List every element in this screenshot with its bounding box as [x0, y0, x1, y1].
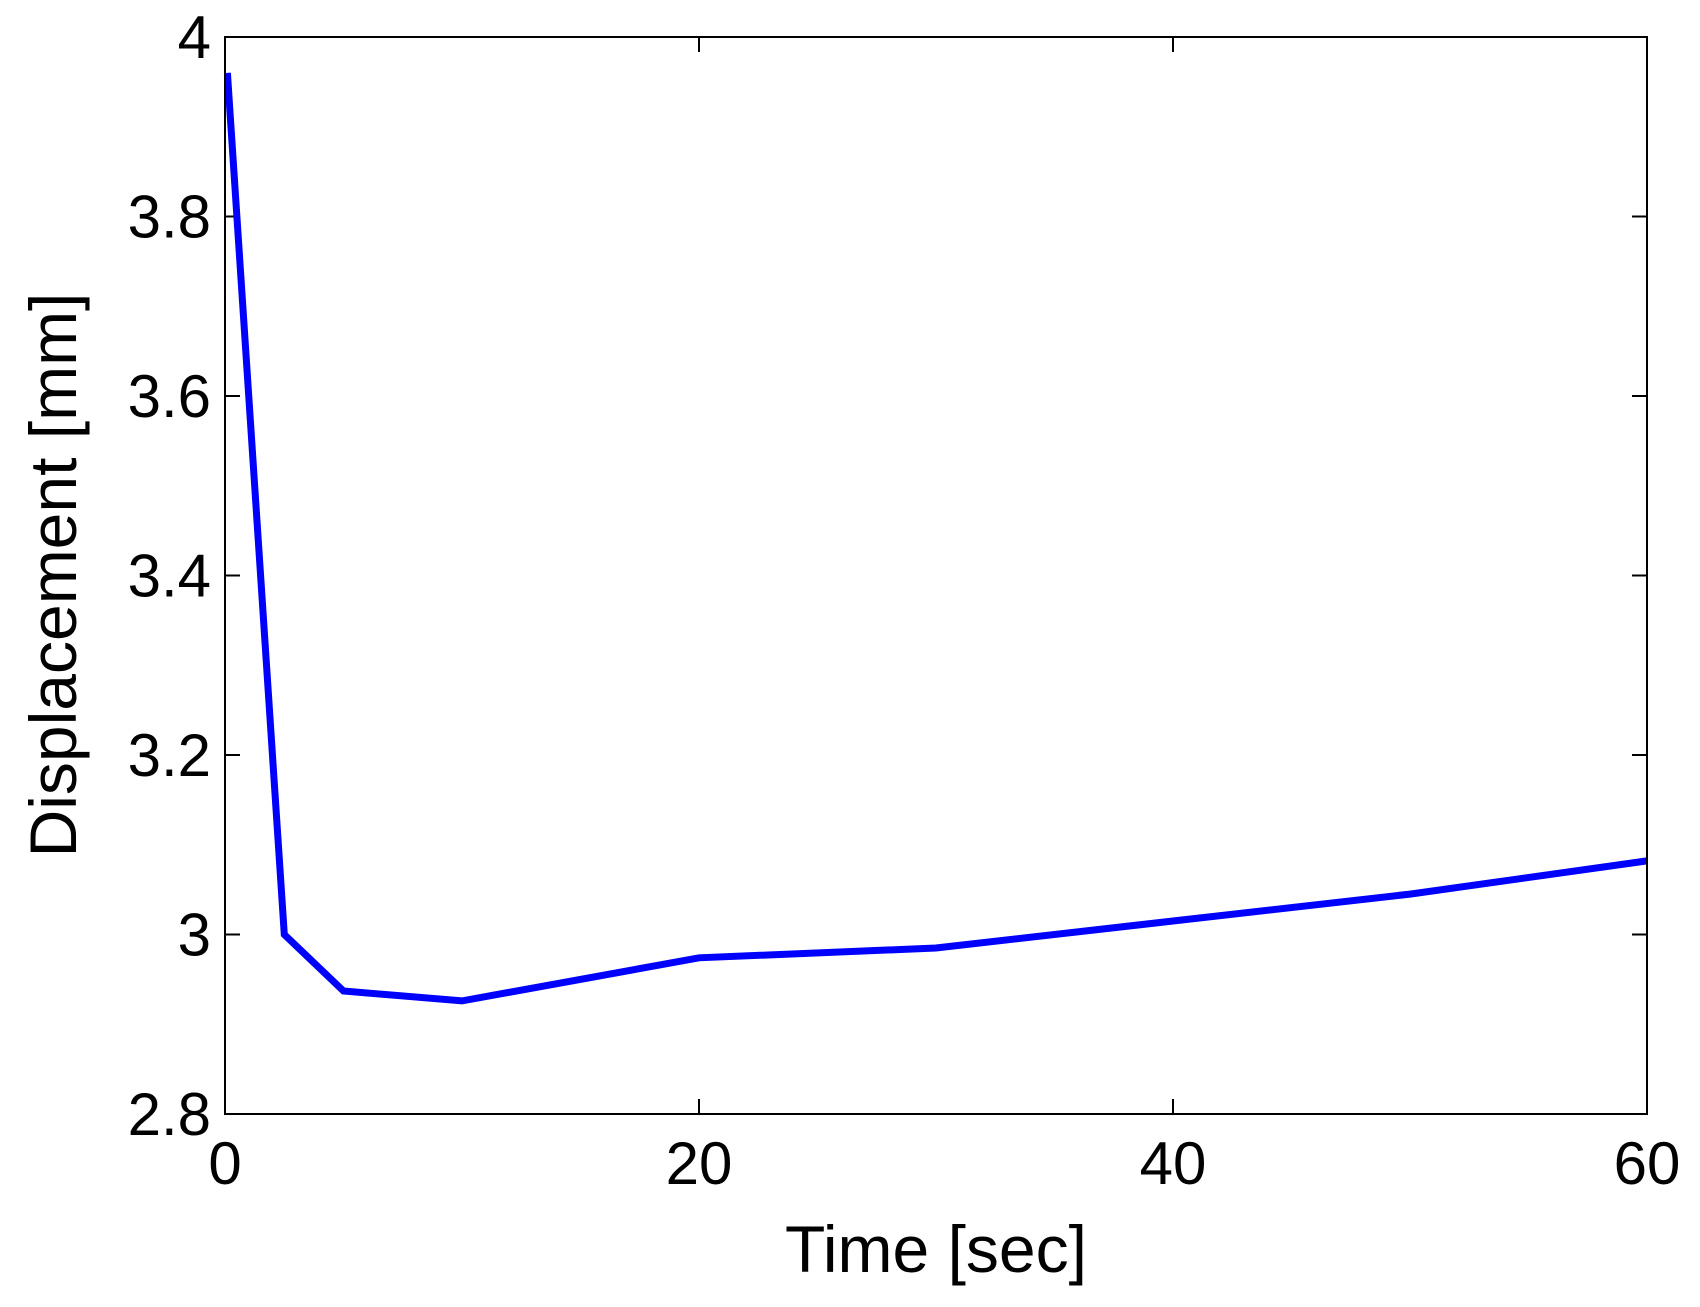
axis-tick-labels: 0 20 40 60 2.8 3 3.2 3.4 3.6 3.8 4 [128, 4, 1681, 1197]
y-tick-label: 3.8 [128, 184, 211, 251]
plot-frame [224, 36, 1648, 1115]
y-tick-label: 3.6 [128, 363, 211, 430]
x-tick-label: 40 [1140, 1130, 1207, 1197]
plot-area [225, 37, 1647, 1114]
y-tick-label: 3 [178, 902, 211, 969]
y-tick-label: 3.2 [128, 722, 211, 789]
series-line [223, 72, 1648, 1005]
x-tick-label: 60 [1614, 1130, 1681, 1197]
y-tick-label: 3.4 [128, 543, 211, 610]
x-tick-label: 20 [666, 1130, 733, 1197]
x-axis-label: Time [sec] [785, 1212, 1087, 1286]
x-tick-label: 0 [208, 1130, 241, 1197]
y-tick-label: 2.8 [128, 1081, 211, 1148]
y-axis-label: Displacement [mm] [16, 293, 90, 858]
y-tick-label: 4 [178, 4, 211, 71]
data-series [223, 72, 1648, 1005]
